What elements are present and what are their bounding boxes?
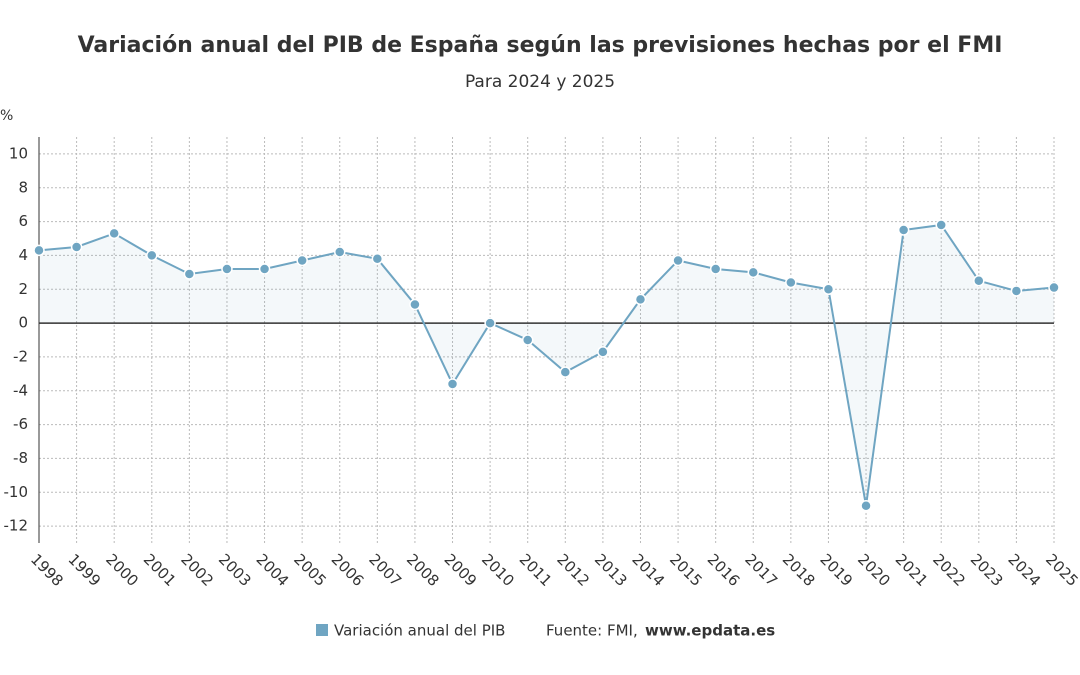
point xyxy=(33,244,45,257)
y-tick-label: -4 xyxy=(13,381,28,399)
legend-swatch xyxy=(316,624,328,636)
line xyxy=(38,223,1055,506)
y-tick-label: -6 xyxy=(13,415,28,433)
x-tick-label: 2007 xyxy=(365,550,405,590)
y-tick-label: -8 xyxy=(13,449,28,467)
point xyxy=(146,249,158,262)
point xyxy=(333,246,346,258)
y-unit: % xyxy=(0,108,13,124)
point xyxy=(409,298,421,311)
x-tick-label: 2005 xyxy=(290,550,330,590)
point xyxy=(973,275,985,287)
y-tick-label: -2 xyxy=(13,347,28,365)
x-tick-label: 2022 xyxy=(929,550,969,590)
y-tick-label: 2 xyxy=(18,280,28,298)
x-tick-label: 2020 xyxy=(854,550,894,590)
x-tick-label: 2016 xyxy=(704,550,744,590)
point xyxy=(672,254,684,267)
x-tick-label: 2024 xyxy=(1004,550,1044,590)
x-tick-label: 2011 xyxy=(516,550,556,590)
x-tick-label: 2023 xyxy=(967,550,1007,590)
point xyxy=(935,219,947,231)
x-tick-label: 2012 xyxy=(553,550,593,590)
point xyxy=(484,317,496,329)
y-tick-label: 10 xyxy=(9,144,28,162)
x-tick-label: 2014 xyxy=(628,550,668,590)
point xyxy=(221,263,233,275)
x-tick-label: 1999 xyxy=(65,550,105,590)
x-tick-label: 2018 xyxy=(779,550,819,590)
point xyxy=(559,366,572,378)
point xyxy=(258,263,271,275)
point xyxy=(709,263,722,275)
y-tick-label: -12 xyxy=(4,517,29,535)
x-tick-label: 2017 xyxy=(741,550,781,590)
legend-label: Variación anual del PIB xyxy=(334,622,505,640)
point xyxy=(897,224,910,236)
point xyxy=(634,293,647,306)
x-tick-label: 2019 xyxy=(816,550,856,590)
y-tick-label: 6 xyxy=(18,212,28,230)
point xyxy=(70,241,83,253)
x-tick-label: 2003 xyxy=(215,550,255,590)
y-tick-label: -10 xyxy=(4,483,29,501)
y-tick-label: 8 xyxy=(18,178,28,196)
x-tick-label: 2015 xyxy=(666,550,706,590)
x-tick-label: 2001 xyxy=(140,550,180,590)
x-tick-label: 2000 xyxy=(102,550,142,590)
x-tick-label: 2009 xyxy=(441,550,481,590)
point xyxy=(108,227,120,240)
point xyxy=(446,378,459,390)
x-tick-label: 1998 xyxy=(27,550,67,590)
x-tick-label: 2004 xyxy=(253,550,293,590)
x-tick-label: 2010 xyxy=(478,550,518,590)
point xyxy=(1010,285,1023,297)
x-tick-label: 2006 xyxy=(328,550,368,590)
point xyxy=(822,283,835,295)
chart-title: Variación anual del PIB de España según … xyxy=(78,33,1003,58)
x-tick-label: 2008 xyxy=(403,550,443,590)
point xyxy=(296,254,308,267)
source-url: www.epdata.es xyxy=(645,622,775,640)
x-tick-label: 2025 xyxy=(1042,550,1080,590)
area xyxy=(39,224,1054,506)
x-tick-label: 2002 xyxy=(177,550,217,590)
point xyxy=(785,276,797,289)
point xyxy=(183,268,196,280)
point xyxy=(1048,281,1060,294)
chart-subtitle: Para 2024 y 2025 xyxy=(465,72,615,92)
x-tick-label: 2021 xyxy=(892,550,932,590)
point xyxy=(597,346,609,358)
point xyxy=(371,253,384,265)
point xyxy=(860,500,872,512)
y-tick-label: 4 xyxy=(18,246,28,264)
source-label: Fuente: FMI, xyxy=(546,622,638,640)
x-tick-label: 2013 xyxy=(591,550,631,590)
point xyxy=(521,334,534,346)
y-tick-label: 0 xyxy=(18,314,28,332)
point xyxy=(747,266,760,279)
